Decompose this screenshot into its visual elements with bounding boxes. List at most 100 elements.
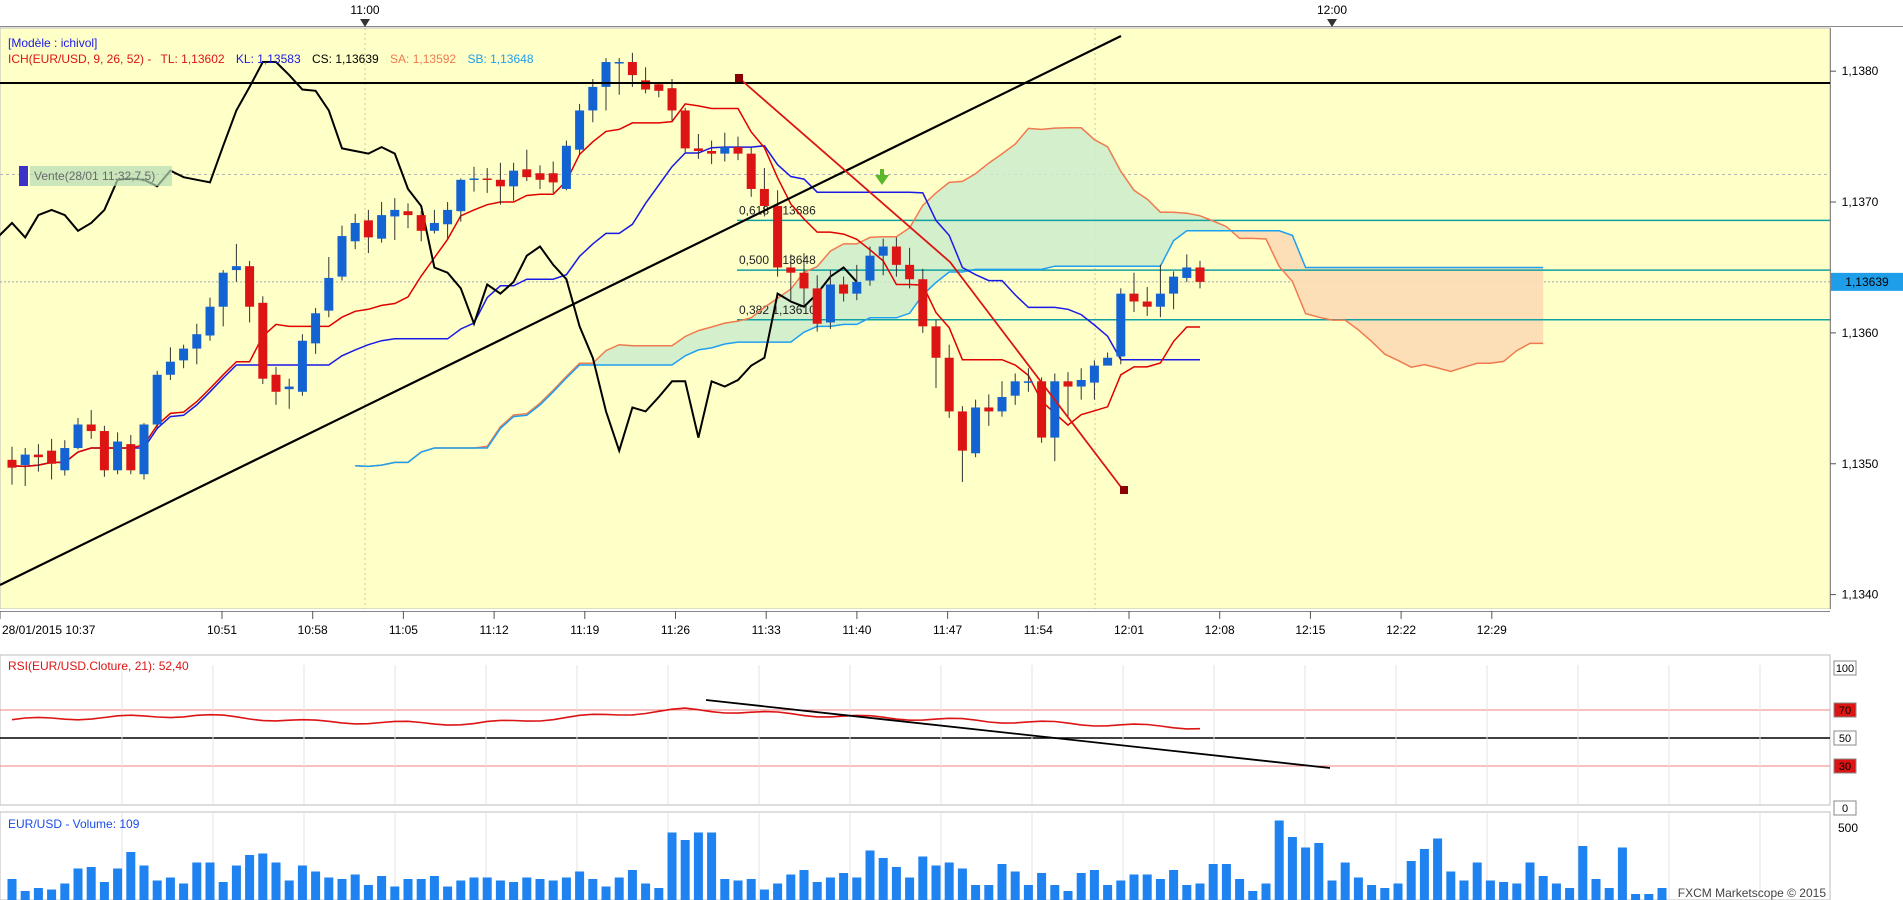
candle-down: [258, 302, 268, 379]
volume-bar: [1142, 874, 1152, 900]
volume-bar: [627, 870, 637, 900]
candle-down: [786, 267, 796, 273]
wave-point-marker: [735, 74, 743, 82]
candle-up: [825, 284, 835, 323]
volume-bar: [73, 868, 83, 900]
candle-up: [852, 281, 862, 294]
volume-bar: [1591, 879, 1601, 900]
volume-bar: [588, 879, 598, 900]
candle-down: [984, 407, 994, 412]
volume-bar: [403, 879, 413, 900]
sell-arrow-icon[interactable]: [875, 175, 889, 185]
volume-bar: [852, 877, 862, 900]
volume-bar: [113, 868, 123, 900]
candle-up: [1182, 267, 1192, 278]
candle-down: [99, 431, 109, 471]
volume-bar: [1182, 885, 1192, 900]
volume-bar: [707, 832, 717, 900]
time-tick-label: 12:15: [1295, 623, 1325, 637]
candle-down: [1142, 301, 1152, 307]
candle-up: [614, 62, 624, 64]
rsi-trendline-drawing[interactable]: [705, 699, 1331, 769]
candle-down: [416, 215, 426, 231]
volume-bar: [812, 882, 822, 900]
price-axis[interactable]: 1,1380 1,1370 1,1360 1,1350 1,1340 1,13639: [1830, 28, 1903, 609]
candle-up: [509, 170, 519, 187]
candle-up: [205, 306, 215, 336]
time-axis[interactable]: 28/01/2015 10:37 10:51 10:58 11:05 11:12 11:1…: [0, 609, 1903, 649]
volume-bar: [1063, 891, 1073, 900]
candle-up: [350, 222, 360, 242]
volume-bar: [561, 877, 571, 900]
volume-bar: [152, 880, 162, 900]
fib-level-label: 0,382 1,13610: [739, 303, 816, 317]
volume-bar: [1565, 888, 1575, 900]
volume-bar: [416, 879, 426, 900]
volume-bar: [720, 879, 730, 900]
volume-bar: [944, 862, 954, 900]
kijun-sen-line: [11, 145, 1200, 468]
rsi-axis-label: 70: [1839, 705, 1851, 717]
volume-bar: [984, 885, 994, 900]
volume-bar: [918, 856, 928, 900]
candle-down: [707, 151, 717, 154]
volume-bar: [1367, 885, 1377, 900]
footer-copyright: FXCM Marketscope © 2015: [1678, 886, 1827, 900]
wave-drawing[interactable]: [738, 77, 1125, 492]
candle-up: [1010, 381, 1020, 396]
volume-bar: [1631, 894, 1641, 900]
candle-up: [390, 209, 400, 217]
volume-bar: [139, 865, 149, 900]
time-tick-label: 10:58: [298, 623, 328, 637]
candle-down: [363, 220, 373, 238]
volume-bar: [218, 882, 228, 900]
candle-up: [429, 222, 439, 231]
time-tick-label: 12:01: [1114, 623, 1144, 637]
volume-bar: [1314, 843, 1324, 900]
time-tick-label: 11:47: [933, 623, 962, 637]
volume-bar: [60, 883, 70, 900]
volume-bar: [179, 883, 189, 900]
time-tick-label: 10:51: [207, 623, 237, 637]
volume-bar: [165, 877, 175, 900]
candle-down: [7, 459, 17, 468]
volume-bar: [1472, 862, 1482, 900]
volume-bar: [654, 888, 664, 900]
volume-bar: [614, 877, 624, 900]
volume-bar: [7, 879, 17, 900]
top-time-marker: 11:00: [350, 3, 379, 17]
volume-bar: [575, 871, 585, 900]
signal-label-box[interactable]: [30, 166, 172, 186]
candle-up: [1076, 380, 1086, 387]
price-tick-label: 1,1340: [1842, 588, 1879, 602]
volume-bar: [1433, 838, 1443, 900]
rsi-panel[interactable]: 100 70 50 30 0 RSI(EUR/USD.Cloture, 21): 52,…: [0, 654, 1857, 816]
volume-bar: [311, 871, 321, 900]
volume-bar: [390, 886, 400, 900]
candle-up: [971, 407, 981, 454]
rsi-grid: 100 70 50 30 0: [0, 660, 1857, 816]
senkou-span-a-line: [355, 127, 1544, 468]
trendline-drawing[interactable]: [0, 35, 1122, 586]
price-tick-label: 1,1370: [1842, 195, 1879, 209]
candle-down: [47, 450, 57, 464]
volume-bar: [1393, 883, 1403, 900]
time-tick-label: 11:05: [389, 623, 418, 637]
rsi-line: [11, 707, 1201, 730]
ichimoku-legend[interactable]: ICH(EUR/USD, 9, 26, 52) - TL: 1,13602 KL…: [8, 52, 534, 66]
candle-down: [482, 178, 492, 180]
time-tick-label: 11:40: [842, 623, 871, 637]
volume-bar: [839, 873, 849, 900]
candlestick-series: [7, 52, 1205, 486]
rsi-axis-badge: [1833, 758, 1857, 774]
volume-bar: [1076, 873, 1086, 900]
volume-bar: [905, 877, 915, 900]
volume-bar: [1644, 894, 1654, 900]
volume-panel[interactable]: EUR/USD - Volume: 109 500 FXCM Marketsco…: [0, 811, 1858, 900]
rsi-axis-label: 50: [1839, 733, 1851, 745]
rsi-label: RSI(EUR/USD.Cloture, 21): 52,40: [8, 659, 189, 673]
candle-down: [522, 169, 532, 178]
volume-bar: [482, 877, 492, 900]
volume-bar: [1353, 877, 1363, 900]
